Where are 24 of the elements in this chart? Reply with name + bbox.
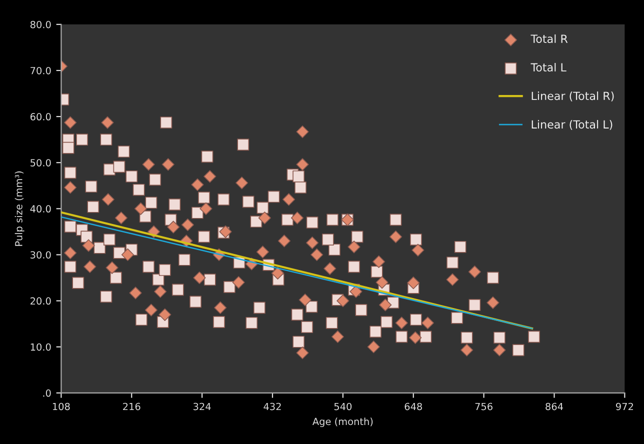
x-tick-label: 972 [616, 402, 633, 410]
x-tick-label: 216 [123, 402, 140, 410]
y-tick-label: 80.0 [30, 20, 51, 28]
y-tick-label: .0 [43, 389, 51, 397]
y-tick-label: 30.0 [30, 251, 51, 259]
legend-label: Linear (Total L) [532, 120, 612, 130]
y-axis-title: Pulp size (mm³) [14, 171, 24, 246]
legend-label: Linear (Total R) [532, 91, 614, 102]
y-tick-label: 50.0 [30, 159, 51, 166]
x-tick-label: 864 [546, 402, 563, 410]
legend-label: Total L [530, 62, 566, 72]
y-tick-label: 60.0 [30, 113, 51, 120]
legend-label: Total R [530, 34, 568, 44]
x-tick-label: 324 [194, 402, 211, 410]
y-tick-label: 40.0 [30, 205, 51, 213]
x-tick-label: 108 [52, 402, 70, 410]
x-tick-label: 540 [334, 402, 352, 410]
x-tick-label: 648 [404, 402, 422, 410]
x-tick-label: 432 [264, 402, 281, 410]
x-axis-title: Age (month) [312, 418, 373, 428]
x-tick-label: 756 [475, 402, 492, 410]
y-tick-label: 20.0 [30, 297, 51, 305]
y-tick-label: 10.0 [30, 343, 51, 351]
y-tick-label: 70.0 [30, 66, 51, 74]
